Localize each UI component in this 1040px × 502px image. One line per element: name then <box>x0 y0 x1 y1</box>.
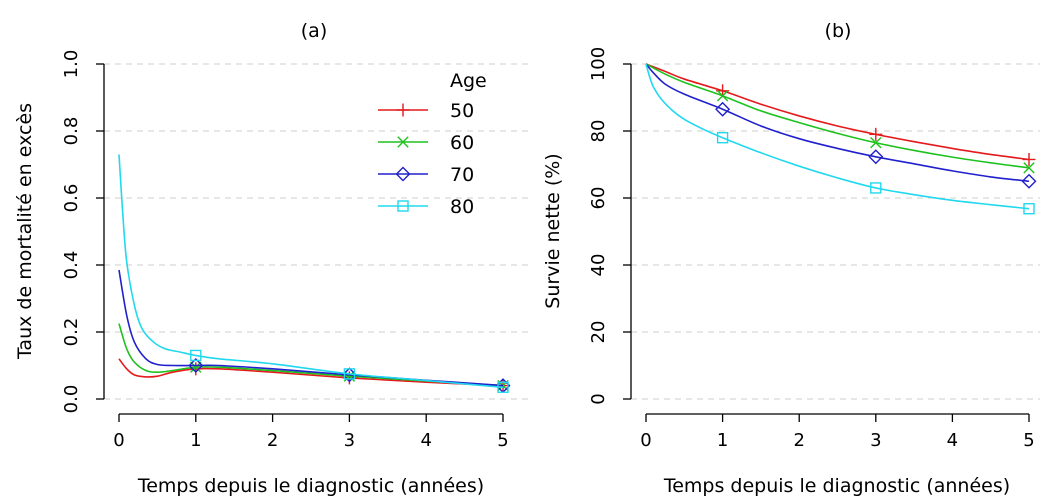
x-tick-label: 4 <box>420 430 431 451</box>
series-70-line <box>645 63 1030 183</box>
legend-marker <box>395 166 411 182</box>
series-70-point <box>715 101 731 117</box>
legend-item-70: 70 <box>378 164 474 186</box>
series-60 <box>118 323 509 392</box>
series-50-point <box>869 127 883 141</box>
panel-b-y-label: Survie nette (%) <box>542 153 564 308</box>
legend-label: 70 <box>450 164 474 186</box>
panel-a: (a) 0 1 2 3 4 5 0.0 0.2 0.4 0.6 0.8 1.0 Temps depui… <box>14 20 533 497</box>
legend: Age 50 60 70 80 <box>378 70 487 218</box>
panel-a-y-label: Taux de mortalité en excès <box>14 103 36 360</box>
x-tick-label: 0 <box>640 430 651 451</box>
legend-item-50: 50 <box>378 100 474 122</box>
series-50-point <box>1022 152 1036 166</box>
y-tick-label: 80 <box>588 120 609 143</box>
x-tick-label: 5 <box>497 430 508 451</box>
legend-items: 50 60 70 80 <box>378 100 474 218</box>
series-60-point <box>870 137 882 149</box>
legend-item-80: 80 <box>378 196 474 218</box>
x-tick-label: 4 <box>947 430 958 451</box>
series-60-line <box>118 323 504 387</box>
series-80-point <box>870 182 882 194</box>
panel-b-x-label: Temps depuis le diagnostic (années) <box>663 475 1010 497</box>
panel-b-grid <box>631 63 1040 400</box>
legend-marker <box>396 103 410 117</box>
legend-item-60: 60 <box>378 132 474 154</box>
series-80-point <box>1023 203 1035 215</box>
panel-a-series <box>118 154 511 394</box>
y-tick-label: 0 <box>588 393 609 404</box>
series-50-line <box>645 63 1030 161</box>
series-60-line <box>645 63 1030 169</box>
panel-b-ticks: 0 1 2 3 4 5 0 20 40 60 80 100 <box>588 47 1035 451</box>
panel-b-title: (b) <box>825 20 852 42</box>
x-tick-label: 3 <box>870 430 881 451</box>
y-tick-label: 40 <box>588 254 609 277</box>
series-70-point <box>188 358 204 373</box>
y-tick-label: 20 <box>588 321 609 344</box>
y-tick-label: 0.2 <box>61 318 82 347</box>
series-60-point <box>716 90 729 102</box>
y-tick-label: 1.0 <box>61 50 82 79</box>
series-80-point <box>190 349 202 362</box>
series-80-line <box>118 154 504 389</box>
x-tick-label: 1 <box>190 430 201 451</box>
x-tick-label: 5 <box>1023 430 1034 451</box>
panel-a-grid <box>104 63 533 400</box>
x-tick-label: 2 <box>267 430 278 451</box>
x-tick-label: 3 <box>344 430 355 451</box>
series-50 <box>645 63 1036 166</box>
y-tick-label: 0.6 <box>61 184 82 213</box>
series-50-line <box>118 358 504 387</box>
x-tick-label: 0 <box>113 430 124 451</box>
panel-b-series <box>645 63 1037 215</box>
series-80-line <box>645 63 1030 210</box>
series-80-point <box>343 368 356 380</box>
legend-marker <box>397 136 409 148</box>
panel-a-title: (a) <box>301 20 327 42</box>
y-tick-label: 0.8 <box>61 117 82 146</box>
y-tick-label: 60 <box>588 187 609 210</box>
series-80 <box>645 63 1035 215</box>
y-tick-label: 0.4 <box>61 251 82 280</box>
series-60-point <box>1023 162 1035 174</box>
panel-a-x-label: Temps depuis le diagnostic (années) <box>137 475 484 497</box>
panel-a-ticks: 0 1 2 3 4 5 0.0 0.2 0.4 0.6 0.8 1.0 <box>61 50 509 451</box>
series-80-point <box>716 131 729 144</box>
series-60 <box>645 63 1035 174</box>
legend-label: 60 <box>450 132 474 154</box>
y-tick-label: 100 <box>588 47 609 81</box>
x-tick-label: 1 <box>717 430 728 451</box>
series-70-point <box>1021 173 1037 189</box>
panel-b: (b) 0 1 2 3 4 5 0 20 40 60 80 100 Temps depuis le d… <box>542 20 1040 497</box>
series-80 <box>118 154 509 393</box>
series-80-point <box>497 381 509 393</box>
series-70 <box>645 63 1037 189</box>
legend-label: 50 <box>450 100 474 122</box>
series-60-point <box>190 361 202 373</box>
series-50 <box>118 358 510 393</box>
series-70-point <box>868 149 884 165</box>
y-tick-label: 0.0 <box>61 385 82 414</box>
x-tick-label: 2 <box>793 430 804 451</box>
series-50-point <box>189 362 203 376</box>
legend-marker <box>397 200 409 212</box>
legend-label: 80 <box>450 196 474 218</box>
legend-title: Age <box>450 70 487 92</box>
